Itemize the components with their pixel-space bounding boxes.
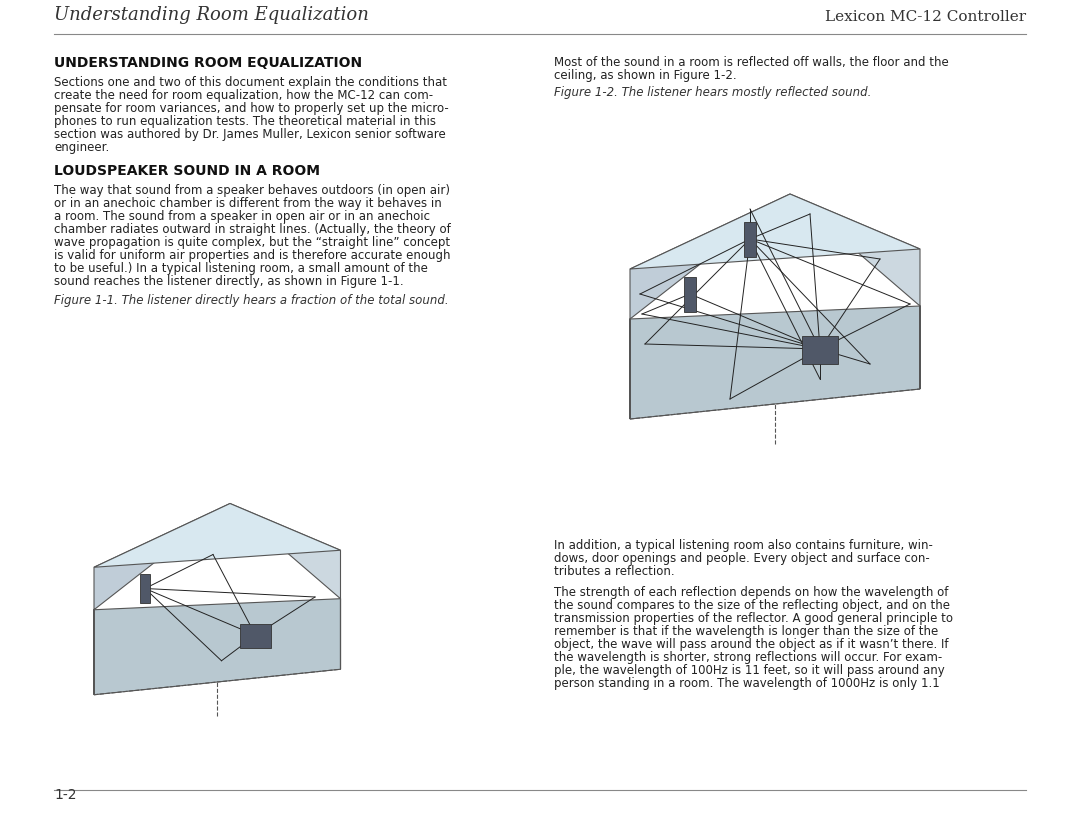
Text: or in an anechoic chamber is different from the way it behaves in: or in an anechoic chamber is different f… <box>54 197 442 210</box>
Text: phones to run equalization tests. The theoretical material in this: phones to run equalization tests. The th… <box>54 115 436 128</box>
Bar <box>140 574 150 603</box>
Text: Figure 1-1. The listener directly hears a fraction of the total sound.: Figure 1-1. The listener directly hears … <box>54 294 448 307</box>
Text: ple, the wavelength of 100Hz is 11 feet, so it will pass around any: ple, the wavelength of 100Hz is 11 feet,… <box>554 664 945 677</box>
Polygon shape <box>789 194 920 389</box>
Text: LOUDSPEAKER SOUND IN A ROOM: LOUDSPEAKER SOUND IN A ROOM <box>54 164 320 178</box>
Text: tributes a reflection.: tributes a reflection. <box>554 565 675 578</box>
Bar <box>684 277 696 312</box>
Text: dows, door openings and people. Every object and surface con-: dows, door openings and people. Every ob… <box>554 552 930 565</box>
Polygon shape <box>94 504 230 695</box>
Text: Most of the sound in a room is reflected off walls, the floor and the: Most of the sound in a room is reflected… <box>554 56 948 69</box>
Text: Figure 1-2. The listener hears mostly reflected sound.: Figure 1-2. The listener hears mostly re… <box>554 86 872 99</box>
Bar <box>240 624 271 648</box>
Text: ceiling, as shown in Figure 1-2.: ceiling, as shown in Figure 1-2. <box>554 69 737 82</box>
Text: create the need for room equalization, how the MC-12 can com-: create the need for room equalization, h… <box>54 89 433 102</box>
Bar <box>744 222 756 257</box>
Polygon shape <box>94 504 340 567</box>
Text: The strength of each reflection depends on how the wavelength of: The strength of each reflection depends … <box>554 586 948 599</box>
Text: wave propagation is quite complex, but the “straight line” concept: wave propagation is quite complex, but t… <box>54 236 450 249</box>
Text: person standing in a room. The wavelength of 1000Hz is only 1.1: person standing in a room. The wavelengt… <box>554 677 940 690</box>
Bar <box>802 336 838 364</box>
Text: In addition, a typical listening room also contains furniture, win-: In addition, a typical listening room al… <box>554 539 933 552</box>
Polygon shape <box>630 194 920 269</box>
Text: a room. The sound from a speaker in open air or in an anechoic: a room. The sound from a speaker in open… <box>54 210 430 223</box>
Text: is valid for uniform air properties and is therefore accurate enough: is valid for uniform air properties and … <box>54 249 450 262</box>
Text: section was authored by Dr. James Muller, Lexicon senior software: section was authored by Dr. James Muller… <box>54 128 446 141</box>
Text: transmission properties of the reflector. A good general principle to: transmission properties of the reflector… <box>554 612 953 625</box>
Text: pensate for room variances, and how to properly set up the micro-: pensate for room variances, and how to p… <box>54 102 449 115</box>
Text: Sections one and two of this document explain the conditions that: Sections one and two of this document ex… <box>54 76 447 89</box>
Text: sound reaches the listener directly, as shown in Figure 1-1.: sound reaches the listener directly, as … <box>54 275 404 288</box>
Text: the wavelength is shorter, strong reflections will occur. For exam-: the wavelength is shorter, strong reflec… <box>554 651 942 664</box>
Text: engineer.: engineer. <box>54 141 109 154</box>
Polygon shape <box>630 194 789 419</box>
Text: chamber radiates outward in straight lines. (Actually, the theory of: chamber radiates outward in straight lin… <box>54 223 450 236</box>
Text: Lexicon MC-12 Controller: Lexicon MC-12 Controller <box>825 10 1026 24</box>
Text: Understanding Room Equalization: Understanding Room Equalization <box>54 6 369 24</box>
Text: to be useful.) In a typical listening room, a small amount of the: to be useful.) In a typical listening ro… <box>54 262 428 275</box>
Text: object, the wave will pass around the object as if it wasn’t there. If: object, the wave will pass around the ob… <box>554 638 948 651</box>
Text: remember is that if the wavelength is longer than the size of the: remember is that if the wavelength is lo… <box>554 625 939 638</box>
Text: The way that sound from a speaker behaves outdoors (in open air): The way that sound from a speaker behave… <box>54 184 450 197</box>
Polygon shape <box>94 599 340 695</box>
Polygon shape <box>230 504 340 669</box>
Text: 1-2: 1-2 <box>54 788 77 802</box>
Polygon shape <box>630 306 920 419</box>
Text: UNDERSTANDING ROOM EQUALIZATION: UNDERSTANDING ROOM EQUALIZATION <box>54 56 362 70</box>
Text: the sound compares to the size of the reflecting object, and on the: the sound compares to the size of the re… <box>554 599 950 612</box>
